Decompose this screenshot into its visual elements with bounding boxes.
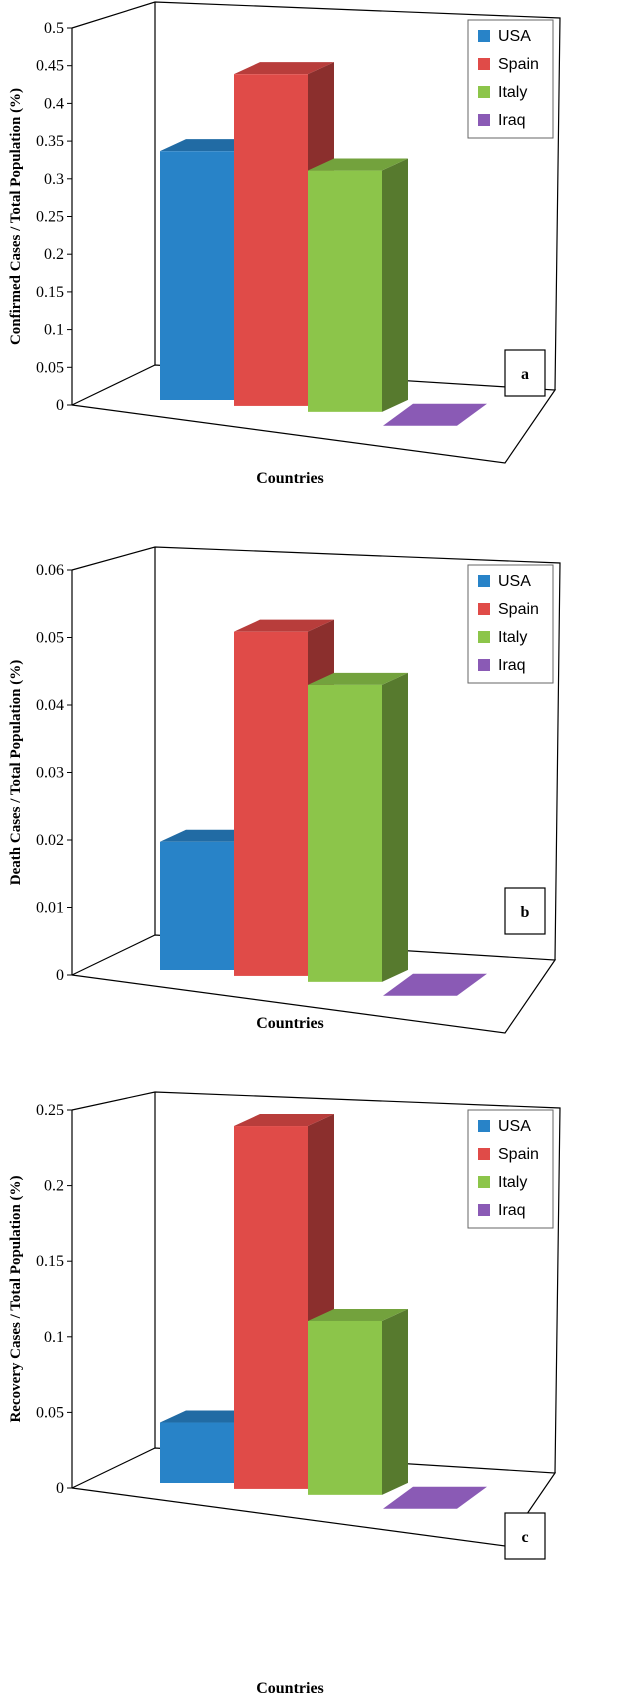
- legend-swatch-spain: [478, 1148, 490, 1160]
- back-wall-frame: [71, 1, 561, 391]
- y-tick-label: 0.01: [36, 900, 64, 917]
- y-tick-label: 0: [56, 967, 64, 984]
- legend-swatch-iraq: [478, 659, 490, 671]
- legend-label-italy: Italy: [498, 1174, 527, 1191]
- y-tick-label: 0.2: [44, 1178, 64, 1195]
- legend-label-spain: Spain: [498, 56, 539, 73]
- x-axis-label: Countries: [256, 1680, 324, 1697]
- y-tick-label: 0: [56, 1480, 64, 1497]
- chart-panel-c: 0 0.05 0.1 0.15 0.2 0.25 Recovery Cases / Tota…: [8, 1091, 561, 1697]
- y-tick-label: 0.35: [36, 133, 64, 150]
- back-wall-frame: [71, 1091, 561, 1474]
- legend-label-usa: USA: [498, 573, 531, 590]
- legend-swatch-spain: [478, 58, 490, 70]
- panel-tag-box: [504, 1512, 546, 1560]
- legend-label-usa: USA: [498, 28, 531, 45]
- chart-panel-a: 0 0.05 0.1 0.15 0.2 0.25 0.3 0.35 0.4 0.45 0.5 Conf…: [8, 1, 561, 487]
- y-tick-label: 0.04: [36, 697, 64, 714]
- y-axis-label: Death Cases / Total Population (%): [8, 660, 24, 885]
- legend-swatch-spain: [478, 603, 490, 615]
- bar-italy: [308, 1308, 408, 1495]
- y-tick-label: 0.3: [44, 171, 64, 188]
- panel-tag-label: a: [521, 366, 529, 383]
- bar-iraq: [383, 973, 487, 996]
- y-tick-label: 0.05: [36, 1404, 64, 1421]
- legend-label-italy: Italy: [498, 629, 527, 646]
- y-tick-label: 0.1: [44, 1329, 64, 1346]
- y-tick-label: 0.1: [44, 322, 64, 339]
- floor-frame: [71, 364, 557, 464]
- y-tick-label: 0.45: [36, 58, 64, 75]
- panel-tag-box: [504, 887, 546, 935]
- legend-label-iraq: Iraq: [498, 112, 526, 129]
- y-axis-label: Confirmed Cases / Total Population (%): [8, 88, 24, 345]
- bar-italy: [308, 672, 408, 982]
- y-tick-label: 0.15: [36, 284, 64, 301]
- panel-tag-label: c: [521, 1529, 528, 1546]
- legend-label-spain: Spain: [498, 601, 539, 618]
- y-tick-label: 0.5: [44, 20, 64, 37]
- legend-swatch-usa: [478, 30, 490, 42]
- legend-label-spain: Spain: [498, 1146, 539, 1163]
- y-tick-label: 0.05: [36, 359, 64, 376]
- y-tick-label: 0.02: [36, 832, 64, 849]
- legend-label-iraq: Iraq: [498, 657, 526, 674]
- legend-label-usa: USA: [498, 1118, 531, 1135]
- legend-swatch-iraq: [478, 114, 490, 126]
- y-tick-label: 0.06: [36, 562, 64, 579]
- legend-label-iraq: Iraq: [498, 1202, 526, 1219]
- back-wall-frame: [71, 546, 561, 961]
- panel-tag-label: b: [521, 904, 530, 921]
- x-axis-label: Countries: [256, 470, 324, 487]
- y-tick-label: 0.4: [44, 95, 64, 112]
- y-tick-label: 0.25: [36, 1102, 64, 1119]
- bar-italy: [308, 158, 408, 412]
- floor-frame: [71, 934, 557, 1034]
- panel-tag-box: [504, 349, 546, 397]
- x-axis-label: Countries: [256, 1015, 324, 1032]
- chart-panel-b: 0 0.01 0.02 0.03 0.04 0.05 0.06 Death Cases / T…: [8, 546, 561, 1034]
- y-tick-label: 0.03: [36, 765, 64, 782]
- legend-label-italy: Italy: [498, 84, 527, 101]
- floor-frame: [71, 1447, 557, 1547]
- y-axis-label: Recovery Cases / Total Population (%): [8, 1175, 24, 1422]
- y-tick-label: 0.25: [36, 209, 64, 226]
- bar-iraq: [383, 1486, 487, 1509]
- legend-swatch-usa: [478, 575, 490, 587]
- legend-swatch-italy: [478, 1176, 490, 1188]
- y-tick-label: 0.15: [36, 1253, 64, 1270]
- y-tick-label: 0: [56, 397, 64, 414]
- legend-swatch-usa: [478, 1120, 490, 1132]
- y-tick-label: 0.2: [44, 246, 64, 263]
- bar-iraq: [383, 403, 487, 426]
- legend-swatch-italy: [478, 86, 490, 98]
- legend-swatch-iraq: [478, 1204, 490, 1216]
- y-tick-label: 0.05: [36, 630, 64, 647]
- legend-swatch-italy: [478, 631, 490, 643]
